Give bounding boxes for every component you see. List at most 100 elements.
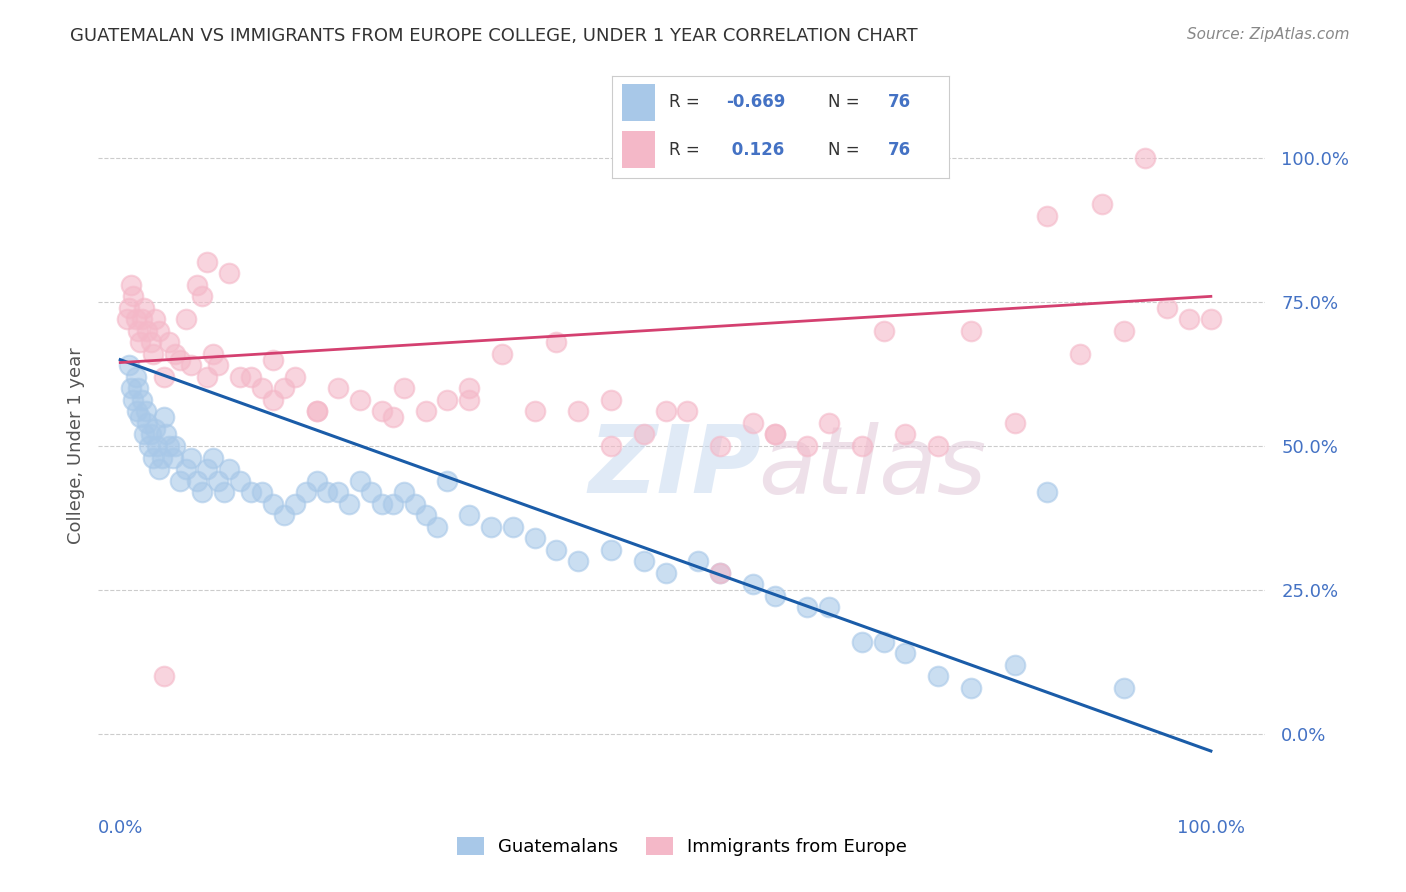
Point bbox=[818, 416, 841, 430]
Point bbox=[567, 404, 589, 418]
Point bbox=[741, 416, 763, 430]
Point bbox=[153, 410, 176, 425]
Point bbox=[1036, 485, 1059, 500]
Point bbox=[763, 427, 786, 442]
Point bbox=[381, 410, 404, 425]
Point bbox=[186, 474, 208, 488]
Point bbox=[328, 381, 350, 395]
Point bbox=[349, 392, 371, 407]
Point bbox=[763, 427, 786, 442]
Point bbox=[927, 669, 949, 683]
Point bbox=[197, 255, 219, 269]
Point bbox=[523, 404, 546, 418]
Point bbox=[1091, 197, 1114, 211]
Point bbox=[676, 404, 699, 418]
Point bbox=[796, 439, 818, 453]
Point bbox=[163, 439, 186, 453]
Point bbox=[1112, 324, 1135, 338]
Point bbox=[709, 566, 731, 580]
Point bbox=[148, 324, 170, 338]
Point bbox=[818, 600, 841, 615]
Point bbox=[240, 485, 263, 500]
Point bbox=[305, 404, 328, 418]
Point bbox=[180, 450, 202, 465]
Point bbox=[229, 474, 252, 488]
Point bbox=[131, 392, 153, 407]
Point bbox=[128, 410, 150, 425]
Point bbox=[927, 439, 949, 453]
Point bbox=[191, 485, 214, 500]
Point bbox=[328, 485, 350, 500]
Point bbox=[273, 508, 295, 522]
Point bbox=[294, 485, 316, 500]
Text: N =: N = bbox=[828, 94, 865, 112]
Point bbox=[873, 634, 896, 648]
Point bbox=[118, 301, 141, 315]
Point bbox=[458, 392, 481, 407]
Point bbox=[191, 289, 214, 303]
Point bbox=[600, 392, 623, 407]
Point bbox=[207, 359, 229, 373]
Point bbox=[124, 370, 146, 384]
Text: ZIP: ZIP bbox=[589, 421, 762, 514]
Point bbox=[763, 589, 786, 603]
Point bbox=[250, 485, 273, 500]
Point bbox=[546, 542, 568, 557]
Point bbox=[229, 370, 252, 384]
Point bbox=[392, 381, 415, 395]
Point bbox=[197, 462, 219, 476]
Point bbox=[174, 462, 197, 476]
Point bbox=[136, 324, 159, 338]
Point bbox=[1135, 151, 1157, 165]
Text: 76: 76 bbox=[889, 141, 911, 159]
Point bbox=[349, 474, 371, 488]
Point bbox=[316, 485, 339, 500]
Point bbox=[360, 485, 382, 500]
Point bbox=[600, 542, 623, 557]
Point bbox=[143, 312, 166, 326]
Text: -0.669: -0.669 bbox=[727, 94, 786, 112]
Point bbox=[523, 531, 546, 545]
Text: Source: ZipAtlas.com: Source: ZipAtlas.com bbox=[1187, 27, 1350, 42]
Point bbox=[654, 404, 676, 418]
Point bbox=[1004, 657, 1026, 672]
Point bbox=[1036, 209, 1059, 223]
Point bbox=[134, 427, 156, 442]
Point bbox=[250, 381, 273, 395]
Point bbox=[567, 554, 589, 568]
Point bbox=[709, 566, 731, 580]
Point bbox=[633, 554, 655, 568]
Point bbox=[415, 508, 437, 522]
Y-axis label: College, Under 1 year: College, Under 1 year bbox=[66, 348, 84, 544]
Point bbox=[118, 359, 141, 373]
Point bbox=[128, 335, 150, 350]
Point bbox=[131, 312, 153, 326]
Point bbox=[960, 324, 983, 338]
Point bbox=[337, 497, 360, 511]
Point bbox=[1178, 312, 1201, 326]
Point bbox=[960, 681, 983, 695]
Point bbox=[180, 359, 202, 373]
Point bbox=[120, 277, 142, 292]
Text: GUATEMALAN VS IMMIGRANTS FROM EUROPE COLLEGE, UNDER 1 YEAR CORRELATION CHART: GUATEMALAN VS IMMIGRANTS FROM EUROPE COL… bbox=[70, 27, 918, 45]
Point bbox=[148, 462, 170, 476]
Point bbox=[212, 485, 235, 500]
Point bbox=[162, 450, 184, 465]
Point bbox=[218, 462, 240, 476]
Point bbox=[688, 554, 710, 568]
Point bbox=[115, 312, 138, 326]
Point bbox=[157, 335, 180, 350]
Point bbox=[1069, 347, 1091, 361]
Point bbox=[851, 439, 873, 453]
Point bbox=[157, 439, 180, 453]
Point bbox=[273, 381, 295, 395]
Point bbox=[169, 352, 191, 367]
Point bbox=[404, 497, 426, 511]
Text: atlas: atlas bbox=[758, 422, 986, 513]
Point bbox=[600, 439, 623, 453]
Point bbox=[305, 474, 328, 488]
Point bbox=[124, 312, 146, 326]
Point bbox=[122, 392, 145, 407]
Point bbox=[851, 634, 873, 648]
Point bbox=[262, 352, 284, 367]
